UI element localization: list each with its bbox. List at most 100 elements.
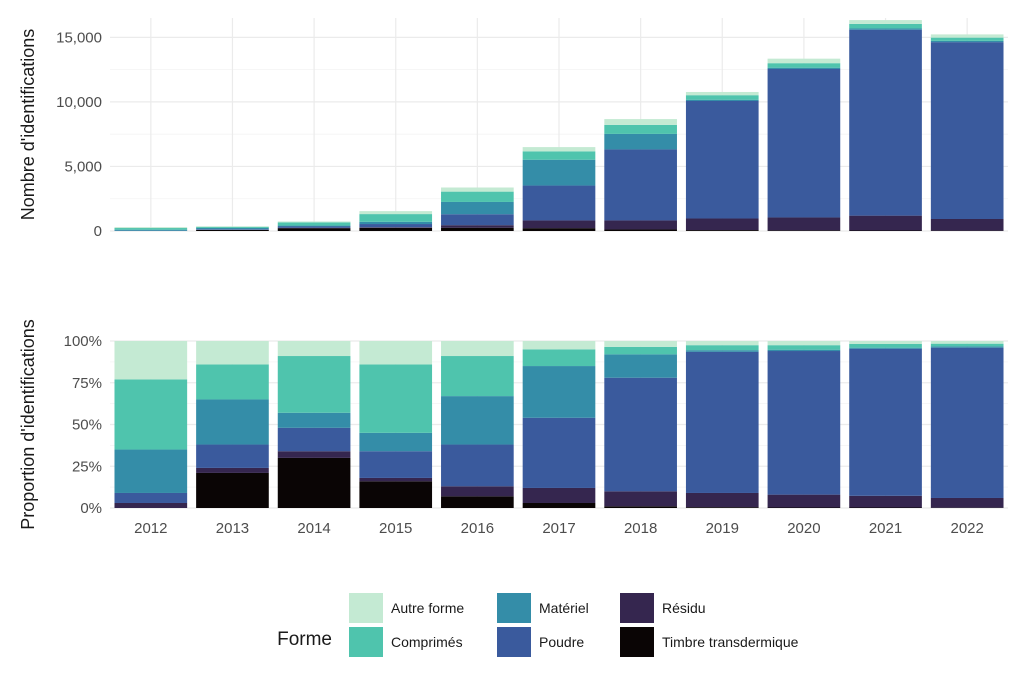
x-tick-label: 2021 xyxy=(869,520,902,537)
bar-poudre-2015 xyxy=(359,224,432,227)
bar-timbre-transdermique-2020 xyxy=(768,230,841,231)
bar-poudre-2020 xyxy=(768,351,841,495)
y-tick-label: 10,000 xyxy=(56,94,102,111)
legend-swatch-materiel xyxy=(497,593,531,623)
bar-materiel-2014 xyxy=(278,413,351,428)
bar-autre-forme-2021 xyxy=(849,20,922,24)
y-tick-label: 75% xyxy=(72,375,102,392)
bar-comprimes-2015 xyxy=(359,364,432,432)
bar-comprimes-2016 xyxy=(441,192,514,202)
bar-autre-forme-2012 xyxy=(114,341,187,379)
bar-residu-2013 xyxy=(196,468,269,473)
legend-swatch-poudre xyxy=(497,627,531,657)
bar-autre-forme-2018 xyxy=(604,341,677,347)
bar-timbre-transdermique-2016 xyxy=(441,228,514,231)
bar-timbre-transdermique-2016 xyxy=(441,496,514,508)
bar-timbre-transdermique-2020 xyxy=(768,507,841,508)
bar-autre-forme-2013 xyxy=(196,341,269,364)
legend-title: Forme xyxy=(277,629,332,650)
bar-comprimes-2016 xyxy=(441,356,514,396)
bar-poudre-2012 xyxy=(114,493,187,503)
x-tick-label: 2020 xyxy=(787,520,820,537)
bar-residu-2019 xyxy=(686,218,759,230)
bar-residu-2015 xyxy=(359,478,432,481)
bar-materiel-2019 xyxy=(686,350,759,352)
bar-comprimes-2022 xyxy=(931,344,1004,347)
bar-timbre-transdermique-2017 xyxy=(523,228,596,231)
bar-residu-2020 xyxy=(768,495,841,508)
bar-timbre-transdermique-2015 xyxy=(359,481,432,508)
bar-comprimes-2012 xyxy=(114,379,187,449)
bar-poudre-2017 xyxy=(523,418,596,488)
bar-residu-2021 xyxy=(849,216,922,231)
bar-timbre-transdermique-2015 xyxy=(359,228,432,231)
bar-residu-2015 xyxy=(359,227,432,228)
x-tick-label: 2016 xyxy=(461,520,494,537)
bar-timbre-transdermique-2019 xyxy=(686,230,759,231)
x-tick-label: 2013 xyxy=(216,520,249,537)
bar-comprimes-2019 xyxy=(686,345,759,350)
bar-poudre-2021 xyxy=(849,349,922,496)
bar-autre-forme-2015 xyxy=(359,341,432,364)
bar-autre-forme-2012 xyxy=(114,227,187,228)
bar-timbre-transdermique-2013 xyxy=(196,230,269,231)
bar-comprimes-2015 xyxy=(359,214,432,222)
bar-materiel-2019 xyxy=(686,100,759,101)
bar-autre-forme-2018 xyxy=(604,119,677,125)
y-axis-title: Proportion d'identifications xyxy=(18,319,38,530)
bar-residu-2018 xyxy=(604,491,677,506)
bar-poudre-2013 xyxy=(196,445,269,468)
bar-residu-2022 xyxy=(931,219,1004,231)
x-tick-label: 2015 xyxy=(379,520,412,537)
bar-autre-forme-2016 xyxy=(441,341,514,356)
bar-autre-forme-2014 xyxy=(278,341,351,356)
bar-poudre-2018 xyxy=(604,149,677,220)
bar-poudre-2022 xyxy=(931,42,1004,219)
bar-comprimes-2018 xyxy=(604,347,677,355)
bar-comprimes-2017 xyxy=(523,349,596,366)
bar-timbre-transdermique-2021 xyxy=(849,230,922,231)
bar-materiel-2013 xyxy=(196,399,269,444)
bar-comprimes-2020 xyxy=(768,63,841,68)
bar-poudre-2021 xyxy=(849,30,922,216)
bar-autre-forme-2021 xyxy=(849,341,922,344)
bar-autre-forme-2016 xyxy=(441,187,514,191)
x-tick-label: 2012 xyxy=(134,520,167,537)
bar-materiel-2012 xyxy=(114,230,187,231)
bar-comprimes-2021 xyxy=(849,24,922,29)
x-tick-label: 2019 xyxy=(706,520,739,537)
bar-autre-forme-2019 xyxy=(686,92,759,95)
bar-materiel-2021 xyxy=(849,348,922,349)
bar-autre-forme-2020 xyxy=(768,59,841,64)
bar-comprimes-2017 xyxy=(523,151,596,159)
bar-materiel-2020 xyxy=(768,68,841,69)
bar-autre-forme-2022 xyxy=(931,341,1004,344)
bar-materiel-2013 xyxy=(196,228,269,229)
bar-residu-2012 xyxy=(114,503,187,508)
bar-timbre-transdermique-2018 xyxy=(604,229,677,231)
bar-comprimes-2012 xyxy=(114,228,187,230)
y-tick-label: 100% xyxy=(64,333,102,350)
bar-comprimes-2014 xyxy=(278,222,351,225)
bar-autre-forme-2022 xyxy=(931,34,1004,37)
bar-poudre-2017 xyxy=(523,186,596,221)
legend-label-autre-forme: Autre forme xyxy=(391,600,464,616)
y-tick-label: 0% xyxy=(80,500,102,517)
bar-poudre-2019 xyxy=(686,101,759,218)
bar-materiel-2017 xyxy=(523,366,596,418)
bar-residu-2019 xyxy=(686,493,759,507)
bar-poudre-2022 xyxy=(931,348,1004,498)
bar-autre-forme-2013 xyxy=(196,226,269,227)
bar-autre-forme-2020 xyxy=(768,341,841,345)
x-tick-label: 2022 xyxy=(950,520,983,537)
bar-comprimes-2014 xyxy=(278,356,351,413)
bar-comprimes-2020 xyxy=(768,345,841,350)
bar-poudre-2016 xyxy=(441,445,514,487)
bar-autre-forme-2017 xyxy=(523,341,596,349)
bar-autre-forme-2019 xyxy=(686,341,759,345)
bar-comprimes-2013 xyxy=(196,364,269,399)
